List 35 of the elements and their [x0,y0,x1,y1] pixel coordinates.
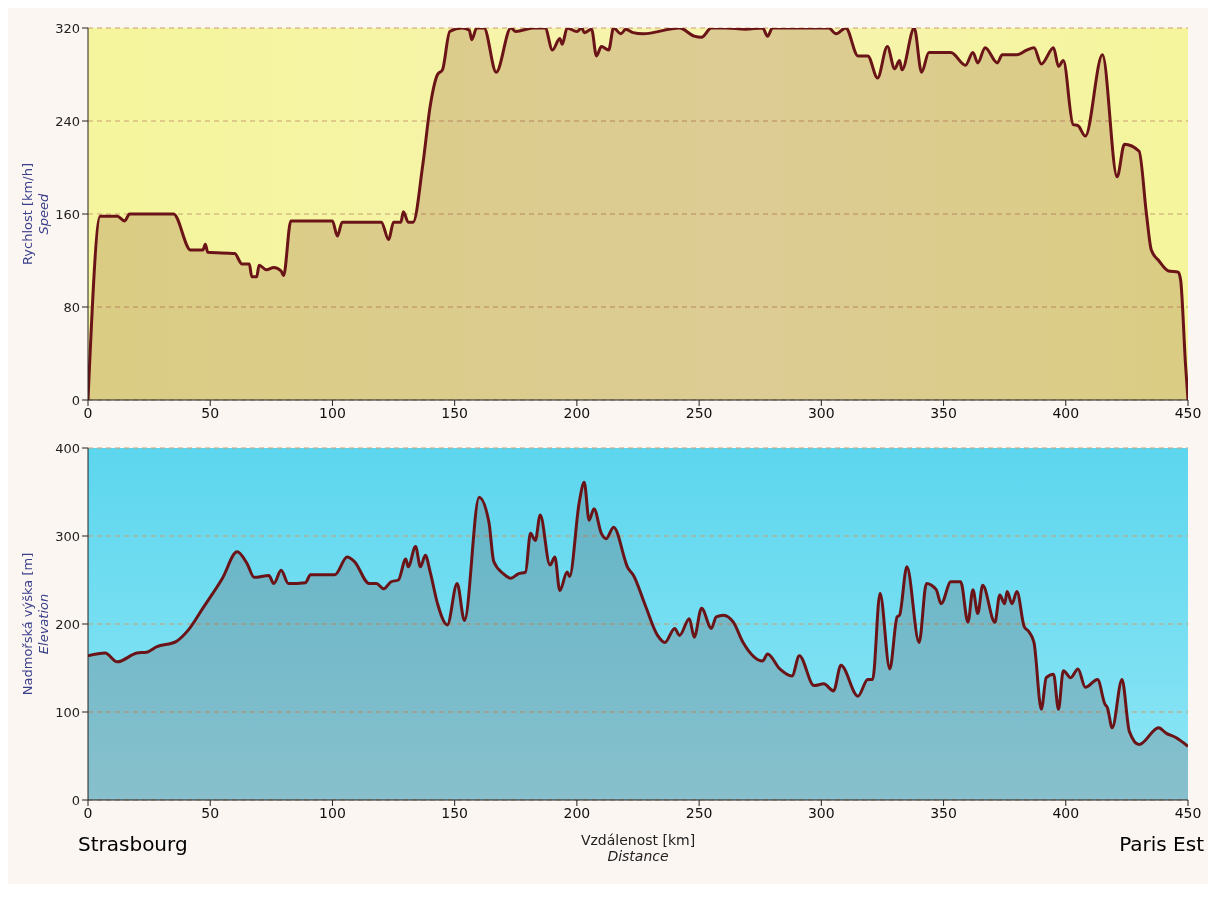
x-tick-label: 450 [1174,804,1202,821]
x-tick-label: 200 [563,404,591,421]
y-axis-title: Nadmořská výška [m] Elevation [20,552,51,696]
x-tick-label: 250 [685,404,713,421]
y-tick-label: 400 [55,440,80,456]
y-tick-label: 200 [55,616,80,632]
x-tick-label: 50 [201,404,220,421]
x-tick-label: 200 [563,804,591,821]
y-tick-label: 0 [71,792,80,808]
x-tick-label: 400 [1052,404,1080,421]
x-tick-label: 400 [1052,804,1080,821]
x-tick-label: 50 [201,804,220,821]
x-tick-label: 0 [83,404,93,421]
x-tick-label: 150 [441,404,469,421]
y-tick-label: 100 [55,704,80,720]
y-tick-label: 0 [71,392,80,408]
x-tick-label: 100 [319,804,346,821]
x-tick-label: 150 [441,804,469,821]
text: Strasbourg [78,832,188,856]
x-tick-label: 250 [685,804,713,821]
y-tick-label: 240 [55,113,80,129]
x-tick-label: 300 [807,804,835,821]
y-axis-title: Rychlost [km/h] Speed [20,163,51,265]
x-tick-label: 100 [319,404,346,421]
x-tick-label: 450 [1174,404,1202,421]
y-tick-label: 320 [55,20,80,36]
x-tick-label: 300 [807,404,835,421]
text: Paris Est [1119,832,1204,856]
x-tick-label: 350 [930,804,957,821]
y-tick-label: 300 [55,528,80,544]
x-tick-label: 350 [930,404,957,421]
x-tick-label: 0 [83,804,93,821]
y-tick-label: 160 [55,206,80,222]
y-tick-label: 80 [63,299,80,315]
x-axis-title: Vzdálenost [km] Distance [580,832,696,864]
